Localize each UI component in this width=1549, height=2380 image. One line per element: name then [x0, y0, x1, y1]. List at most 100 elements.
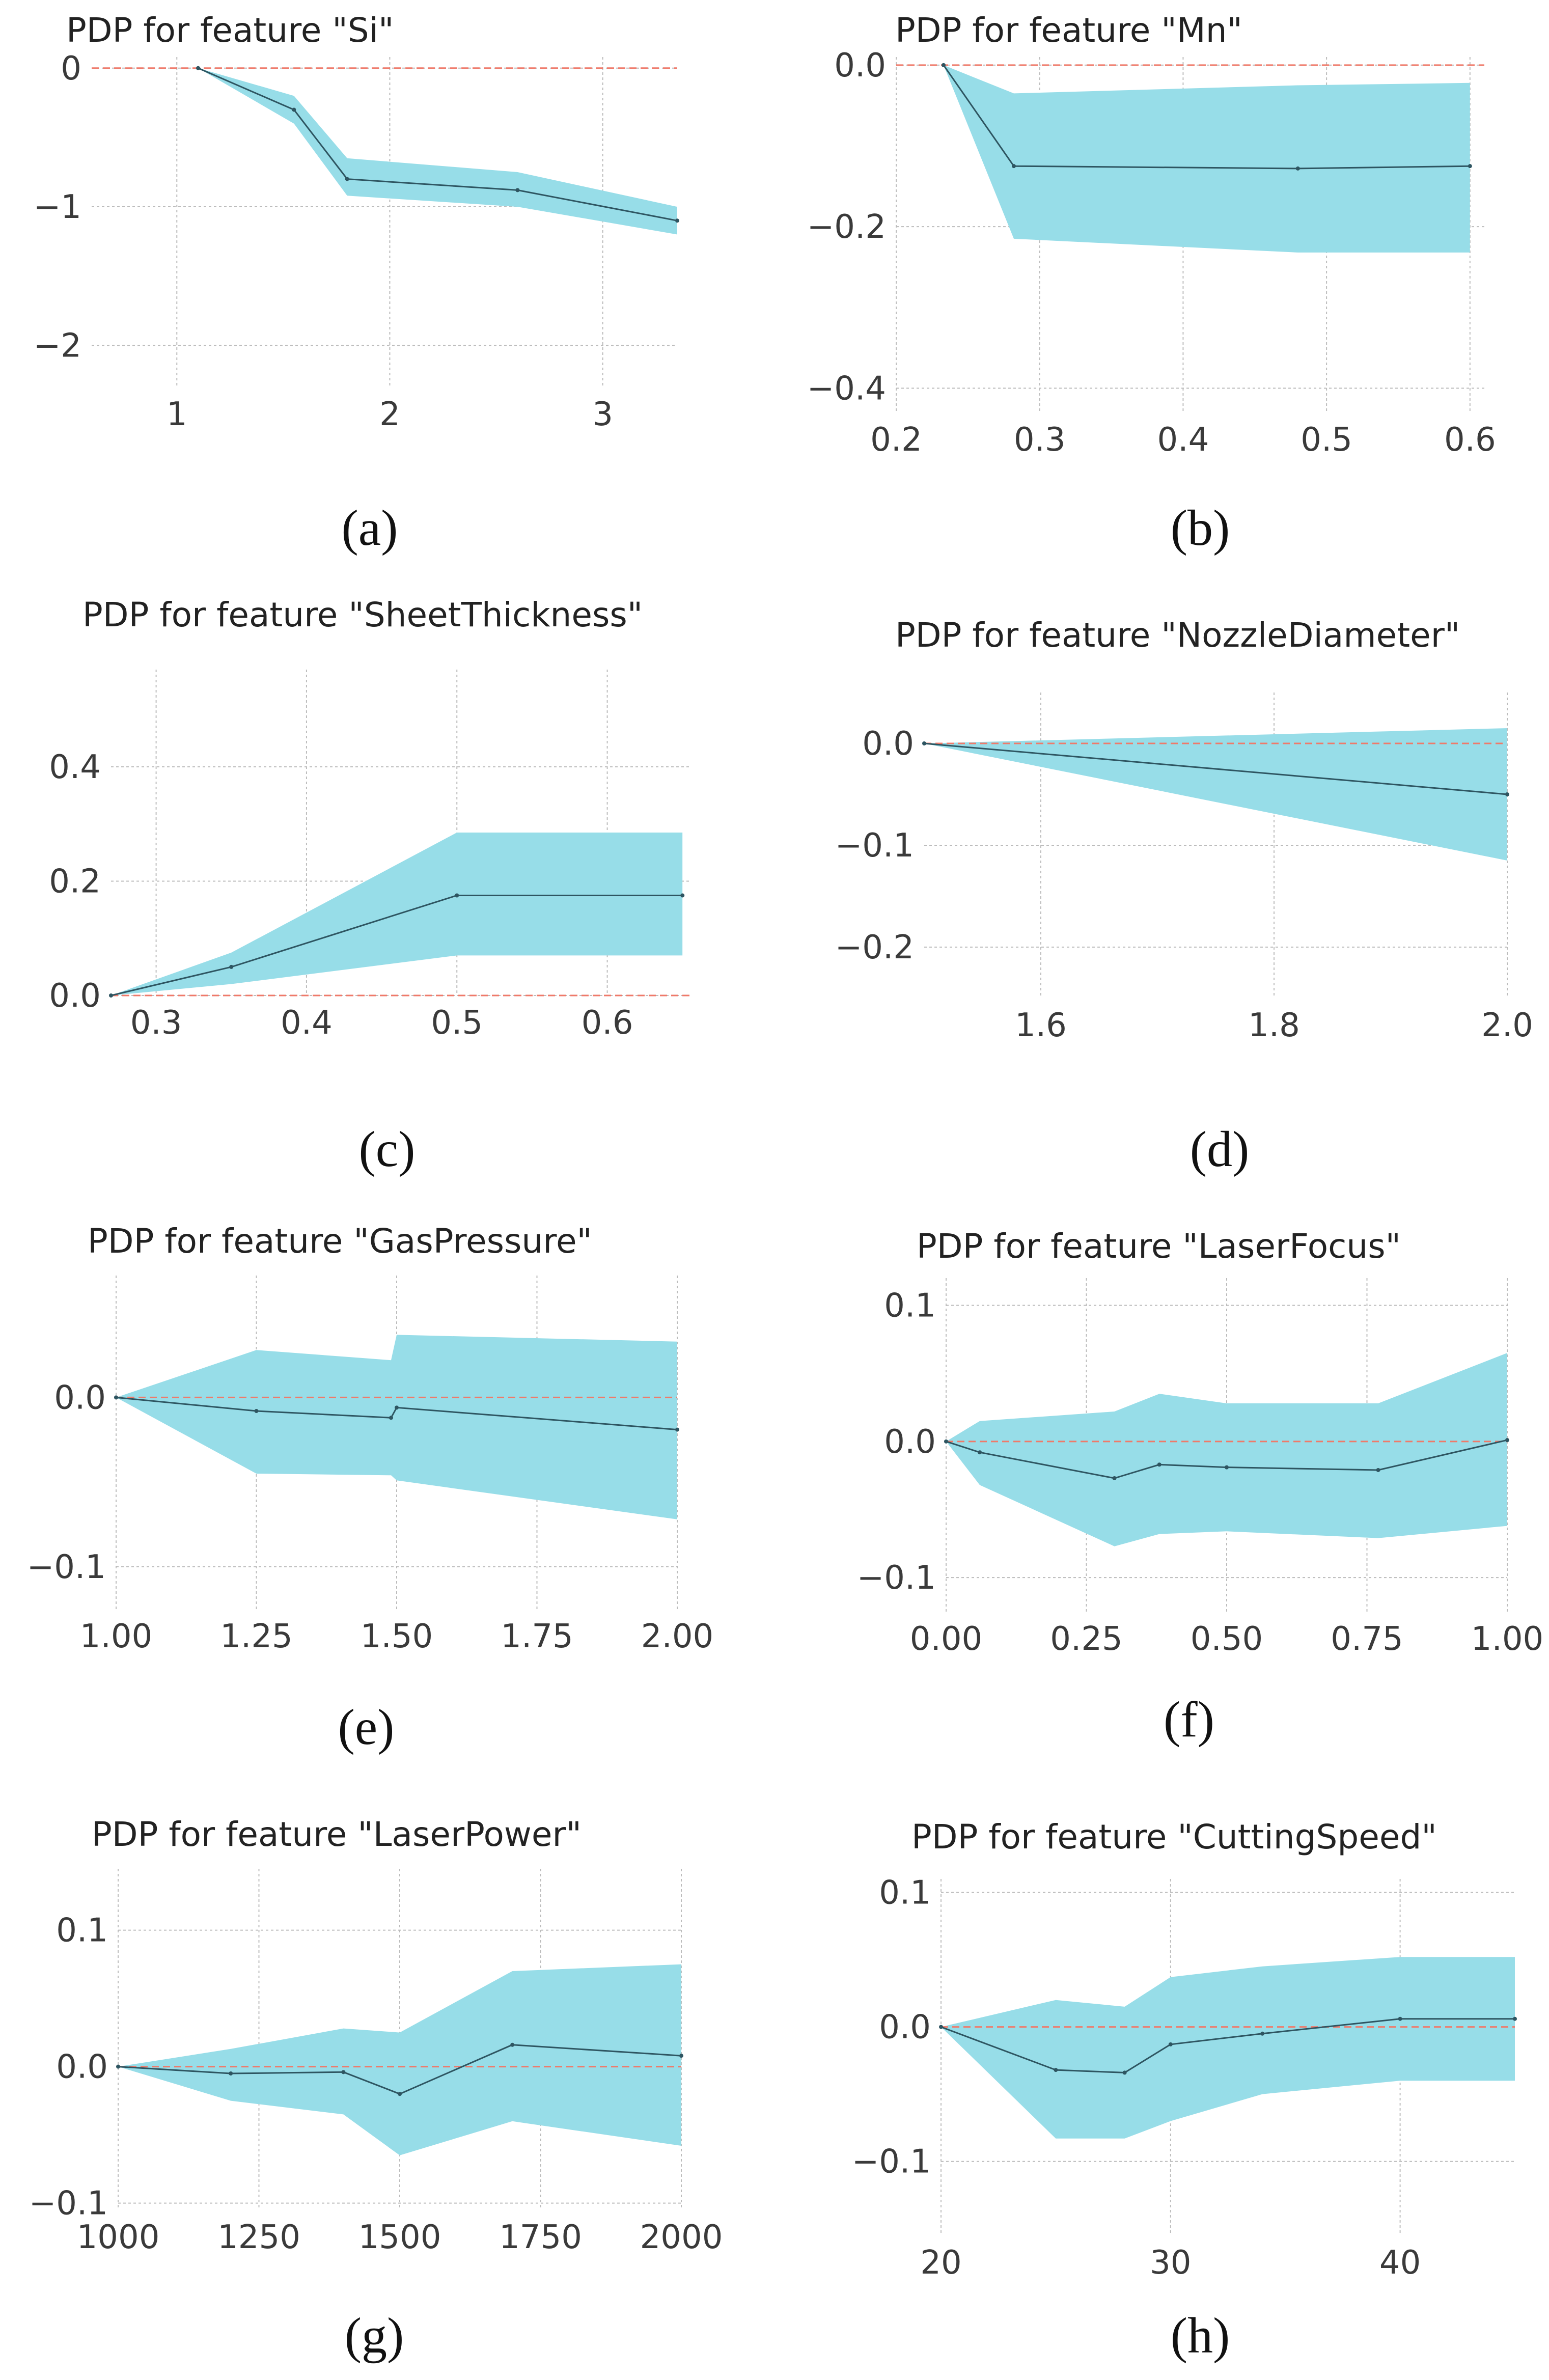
data-point-3: [1122, 2070, 1127, 2075]
data-point-5: [510, 2042, 515, 2047]
data-point-4: [1157, 1462, 1161, 1467]
mean-pdp-line: [943, 65, 1470, 170]
confidence-band: [944, 65, 1470, 253]
x-tick-label-2: 30: [1150, 2244, 1191, 2282]
y-tick-label-1: 0.0: [49, 977, 101, 1015]
x-tick-label-1: 20: [920, 2244, 961, 2282]
data-point-7: [1505, 1438, 1509, 1443]
data-point-3: [389, 1416, 393, 1420]
y-tick-label-2: −0.1: [835, 827, 914, 865]
chart-title: PDP for feature "Mn": [895, 11, 1242, 50]
x-tick-label-1: 0.2: [870, 421, 922, 459]
confidence-band: [198, 68, 678, 235]
panel-caption: (f): [1164, 1691, 1214, 1748]
panel-caption: (h): [1171, 2307, 1230, 2364]
x-tick-label-1: 1.6: [1015, 1007, 1067, 1044]
y-tick-label-2: 0.0: [879, 2009, 931, 2046]
data-point-7: [1513, 2016, 1517, 2021]
panel-caption: (g): [345, 2307, 404, 2364]
x-tick-label-3: 40: [1379, 2244, 1421, 2282]
data-point-1: [196, 66, 201, 70]
data-point-3: [1295, 166, 1300, 171]
pdp-panel-2: 0.2 0.3 0.4 0.5 0.6 0.0 −0.2 −0.4 PDP for featur…: [807, 11, 1496, 556]
data-point-6: [679, 2054, 683, 2058]
data-point-4: [1168, 2042, 1173, 2046]
x-tick-label-2: 0.25: [1050, 1620, 1123, 1658]
pdp-panel-1: 1 2 3 0 −1 −2 PDP for feature "Si" (a): [34, 11, 679, 556]
x-tick-label-4: 0.6: [582, 1004, 633, 1042]
x-tick-label-2: 1250: [217, 2219, 300, 2256]
data-point-2: [229, 964, 234, 969]
pdp-panel-7: 1000 1250 1500 1750 2000 0.1 0.0 −0.1 PDP for fe…: [29, 1815, 723, 2364]
pdp-panel-6: 0.00 0.25 0.50 0.75 1.00 0.1 0.0 −0.1 PDP for fe…: [857, 1227, 1544, 1748]
y-tick-label-3: −0.1: [852, 2143, 931, 2181]
pdp-panel-3: 0.3 0.4 0.5 0.6 0.0 0.2 0.4 PDP for feature "Sh…: [49, 595, 690, 1177]
data-point-4: [515, 188, 520, 192]
y-tick-label-1: 0: [61, 50, 81, 88]
data-point-2: [229, 2071, 233, 2075]
x-tick-label-3: 0.4: [1157, 421, 1209, 459]
y-tick-label-3: 0.4: [49, 749, 101, 786]
x-tick-label-4: 1.75: [501, 1618, 573, 1655]
chart-title: PDP for feature "LaserPower": [92, 1815, 582, 1854]
data-point-1: [944, 1439, 948, 1444]
data-point-1: [109, 993, 113, 998]
data-point-2: [978, 1450, 982, 1455]
data-point-5: [675, 218, 679, 223]
data-point-4: [1468, 164, 1472, 169]
x-tick-label-3: 3: [592, 396, 613, 433]
y-tick-label-1: 0.1: [884, 1287, 936, 1324]
pdp-panel-4: 1.6 1.8 2.0 0.0 −0.1 −0.2 PDP for feature "Noz…: [835, 616, 1533, 1177]
pdp-panel-8: 20 30 40 0.1 0.0 −0.1 PDP for feature "Cutting…: [852, 1817, 1517, 2364]
x-tick-label-3: 2.0: [1481, 1007, 1533, 1044]
pdp-panel-5: 1.00 1.25 1.50 1.75 2.00 0.0 −0.1 PDP for featu…: [27, 1222, 714, 1755]
data-point-1: [941, 63, 946, 67]
x-tick-label-1: 1.00: [80, 1618, 153, 1655]
panel-caption: (a): [342, 500, 398, 556]
x-tick-label-4: 0.5: [1301, 421, 1352, 459]
y-tick-label-3: −0.1: [857, 1559, 936, 1597]
x-tick-label-2: 1.25: [220, 1618, 293, 1655]
data-point-3: [345, 177, 349, 181]
y-tick-label-3: −0.1: [29, 2185, 108, 2223]
x-tick-label-3: 0.50: [1191, 1620, 1263, 1658]
x-tick-label-3: 0.5: [431, 1004, 483, 1042]
confidence-band: [118, 1964, 681, 2155]
panel-caption: (e): [338, 1699, 395, 1755]
data-point-2: [1054, 2068, 1058, 2072]
x-tick-label-2: 1.8: [1248, 1007, 1300, 1044]
data-point-2: [254, 1408, 259, 1413]
panel-caption: (c): [359, 1121, 416, 1177]
data-point-6: [1398, 2016, 1402, 2021]
x-tick-label-3: 1.50: [361, 1618, 433, 1655]
panel-caption: (d): [1190, 1121, 1250, 1177]
x-tick-label-5: 1.00: [1471, 1620, 1544, 1658]
y-tick-label-1: 0.1: [56, 1912, 108, 1950]
x-tick-label-2: 2: [379, 396, 400, 433]
chart-title: PDP for feature "GasPressure": [88, 1222, 592, 1261]
y-tick-label-2: −0.2: [807, 208, 886, 246]
chart-title: PDP for feature "NozzleDiameter": [895, 616, 1460, 655]
x-tick-label-2: 0.3: [1014, 421, 1066, 459]
chart-title: PDP for feature "SheetThickness": [82, 595, 643, 634]
data-point-4: [395, 1405, 399, 1410]
data-point-4: [398, 2092, 402, 2096]
confidence-band: [941, 1957, 1515, 2139]
y-tick-label-1: 0.0: [54, 1379, 106, 1417]
y-tick-label-3: −0.4: [807, 370, 886, 407]
panel-caption: (b): [1171, 500, 1230, 556]
confidence-band: [946, 1353, 1507, 1546]
y-tick-label-1: 0.0: [834, 47, 886, 85]
data-point-1: [922, 741, 926, 745]
y-tick-label-2: 0.2: [49, 863, 101, 900]
data-point-3: [1112, 1476, 1117, 1480]
y-tick-label-1: 0.1: [879, 1874, 931, 1912]
y-tick-label-2: 0.0: [884, 1423, 936, 1461]
chart-title: PDP for feature "CuttingSpeed": [911, 1817, 1437, 1857]
data-point-2: [1505, 792, 1509, 796]
data-point-1: [116, 2064, 120, 2069]
data-point-1: [939, 2025, 943, 2029]
data-point-2: [1012, 164, 1016, 169]
mean-pdp-line: [924, 742, 1508, 795]
